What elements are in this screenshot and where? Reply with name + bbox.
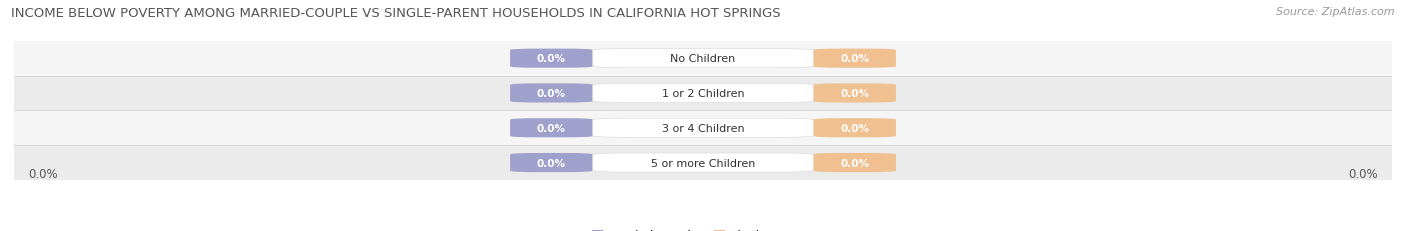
FancyBboxPatch shape [593,153,813,172]
FancyBboxPatch shape [593,49,813,68]
FancyBboxPatch shape [813,84,896,103]
FancyBboxPatch shape [813,153,896,172]
Text: INCOME BELOW POVERTY AMONG MARRIED-COUPLE VS SINGLE-PARENT HOUSEHOLDS IN CALIFOR: INCOME BELOW POVERTY AMONG MARRIED-COUPL… [11,7,780,20]
FancyBboxPatch shape [593,119,813,138]
Text: 0.0%: 0.0% [537,158,567,168]
FancyBboxPatch shape [813,119,896,138]
FancyBboxPatch shape [14,111,1392,146]
Text: 3 or 4 Children: 3 or 4 Children [662,123,744,133]
Text: Source: ZipAtlas.com: Source: ZipAtlas.com [1277,7,1395,17]
FancyBboxPatch shape [510,49,593,68]
FancyBboxPatch shape [14,42,1392,76]
Text: 5 or more Children: 5 or more Children [651,158,755,168]
FancyBboxPatch shape [510,119,593,138]
Text: 0.0%: 0.0% [537,54,567,64]
FancyBboxPatch shape [813,49,896,68]
Legend: Married Couples, Single Parents: Married Couples, Single Parents [586,224,820,231]
FancyBboxPatch shape [14,76,1392,111]
Text: 0.0%: 0.0% [537,123,567,133]
Text: 1 or 2 Children: 1 or 2 Children [662,88,744,99]
Text: 0.0%: 0.0% [839,88,869,99]
Text: 0.0%: 0.0% [28,167,58,180]
Text: 0.0%: 0.0% [537,88,567,99]
Text: 0.0%: 0.0% [839,54,869,64]
FancyBboxPatch shape [510,153,593,172]
Text: 0.0%: 0.0% [1348,167,1378,180]
FancyBboxPatch shape [593,84,813,103]
Text: 0.0%: 0.0% [839,123,869,133]
Text: 0.0%: 0.0% [839,158,869,168]
FancyBboxPatch shape [14,146,1392,180]
FancyBboxPatch shape [510,84,593,103]
Text: No Children: No Children [671,54,735,64]
